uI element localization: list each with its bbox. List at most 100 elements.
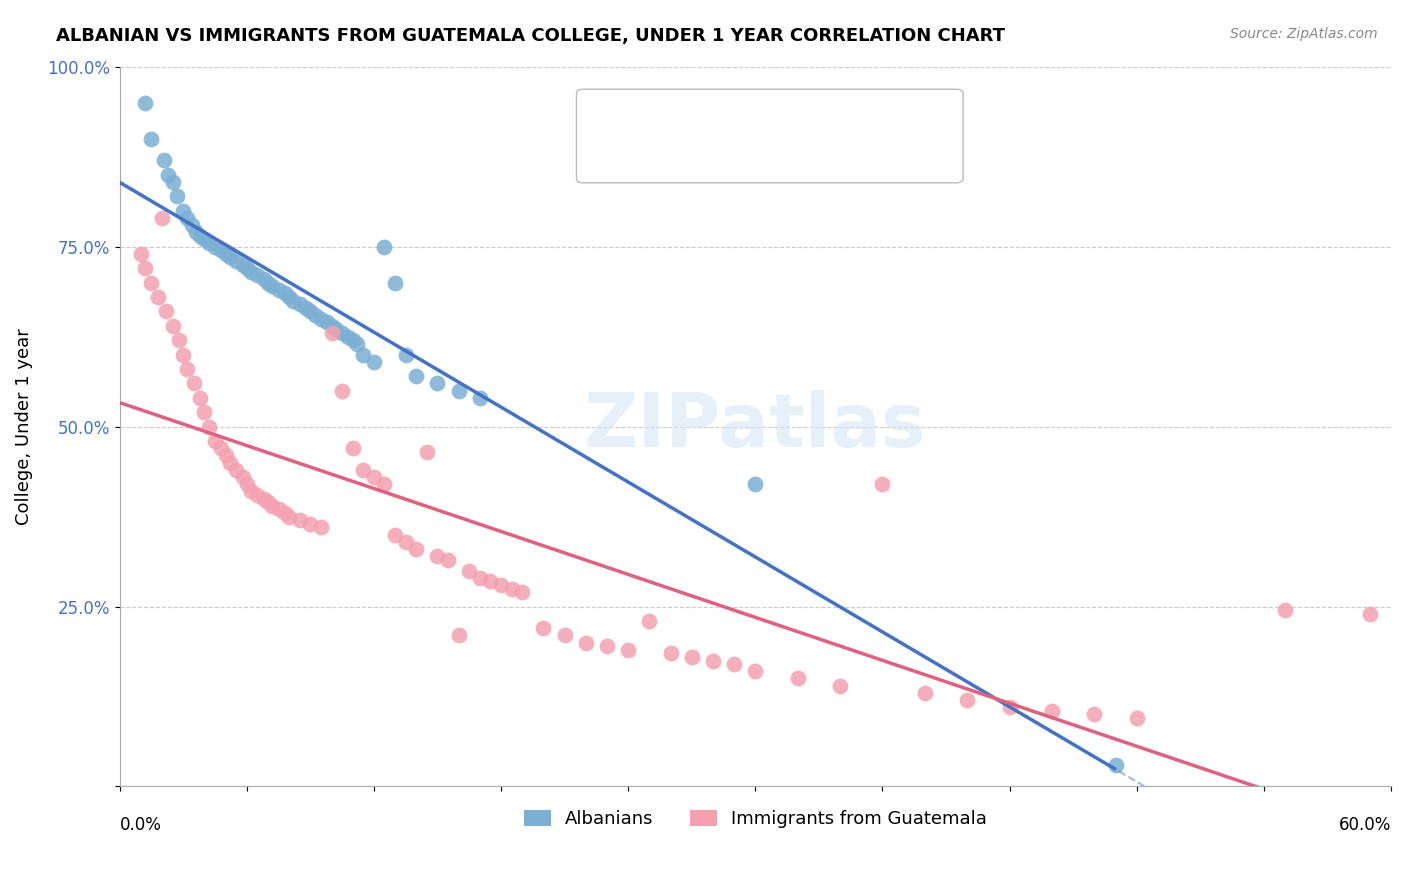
Point (554, 628, 576, 642)
Point (153, 153, 176, 168)
FancyBboxPatch shape (598, 100, 634, 127)
Point (363, 355, 385, 369)
Point (176, 211, 198, 225)
Point (395, 347, 418, 361)
Point (426, 376, 449, 391)
Point (183, 376, 205, 391)
Point (225, 463, 247, 477)
Point (240, 484, 263, 499)
Point (998, 700, 1021, 714)
Point (197, 419, 219, 434)
Point (330, 326, 353, 340)
Point (214, 448, 236, 462)
Point (744, 477, 766, 491)
Point (405, 369, 427, 384)
Point (596, 639, 619, 653)
Point (1083, 707, 1105, 722)
Point (157, 168, 180, 182)
Point (426, 549, 449, 563)
Text: ALBANIAN VS IMMIGRANTS FROM GUATEMALA COLLEGE, UNDER 1 YEAR CORRELATION CHART: ALBANIAN VS IMMIGRANTS FROM GUATEMALA CO… (56, 27, 1005, 45)
Point (914, 686, 936, 700)
Point (162, 175, 184, 189)
Point (617, 642, 640, 657)
Text: R = -0.395: R = -0.395 (643, 104, 737, 122)
Point (253, 491, 276, 506)
Point (468, 391, 491, 405)
Point (1274, 603, 1296, 617)
Point (162, 318, 184, 333)
Point (416, 444, 439, 458)
Point (659, 646, 682, 660)
Point (384, 276, 406, 290)
Point (1040, 704, 1063, 718)
Y-axis label: College, Under 1 year: College, Under 1 year (15, 328, 32, 524)
Point (214, 246, 236, 260)
Point (373, 239, 395, 253)
Point (262, 499, 284, 513)
Point (231, 258, 253, 272)
Legend: Albanians, Immigrants from Guatemala: Albanians, Immigrants from Guatemala (516, 802, 994, 835)
Point (405, 541, 427, 556)
Point (257, 276, 280, 290)
FancyBboxPatch shape (598, 141, 634, 168)
Point (188, 391, 211, 405)
Point (1104, 757, 1126, 772)
Point (150, 211, 173, 225)
Point (363, 470, 385, 484)
Point (342, 441, 364, 455)
Point (129, 246, 152, 260)
Point (184, 225, 207, 239)
Point (253, 272, 276, 286)
Text: N = 73: N = 73 (804, 145, 869, 163)
Point (231, 470, 253, 484)
Point (193, 232, 215, 246)
Point (166, 189, 188, 203)
Point (723, 657, 745, 672)
Point (501, 582, 523, 596)
Point (468, 571, 491, 585)
Point (346, 336, 368, 351)
Point (702, 653, 724, 667)
Point (956, 693, 979, 707)
Point (342, 333, 364, 347)
Text: 60.0%: 60.0% (1339, 815, 1391, 834)
Point (146, 290, 169, 304)
Point (262, 279, 284, 293)
Point (681, 649, 703, 664)
Point (872, 477, 894, 491)
Point (274, 506, 297, 520)
Point (180, 218, 202, 232)
Point (510, 585, 533, 599)
Point (246, 488, 269, 502)
Point (267, 502, 290, 516)
Point (299, 516, 322, 531)
Point (337, 329, 360, 343)
Point (288, 513, 311, 527)
Text: N = 52: N = 52 (804, 104, 870, 122)
Point (395, 534, 418, 549)
Point (176, 362, 198, 376)
Point (304, 308, 326, 322)
Point (204, 434, 226, 448)
Point (330, 384, 353, 398)
Point (447, 628, 470, 642)
Point (744, 665, 766, 679)
Point (246, 268, 269, 283)
Point (209, 243, 232, 257)
Point (352, 347, 374, 361)
Point (786, 672, 808, 686)
Point (1358, 607, 1381, 621)
Point (167, 333, 190, 347)
Point (321, 318, 343, 333)
Point (325, 322, 347, 336)
Point (309, 311, 332, 326)
Point (531, 621, 554, 635)
Point (155, 304, 177, 318)
Point (197, 235, 219, 250)
Point (288, 297, 311, 311)
Point (235, 261, 257, 276)
Point (295, 301, 318, 315)
Point (384, 527, 406, 541)
Text: ZIPatlas: ZIPatlas (583, 390, 927, 463)
Point (352, 463, 374, 477)
